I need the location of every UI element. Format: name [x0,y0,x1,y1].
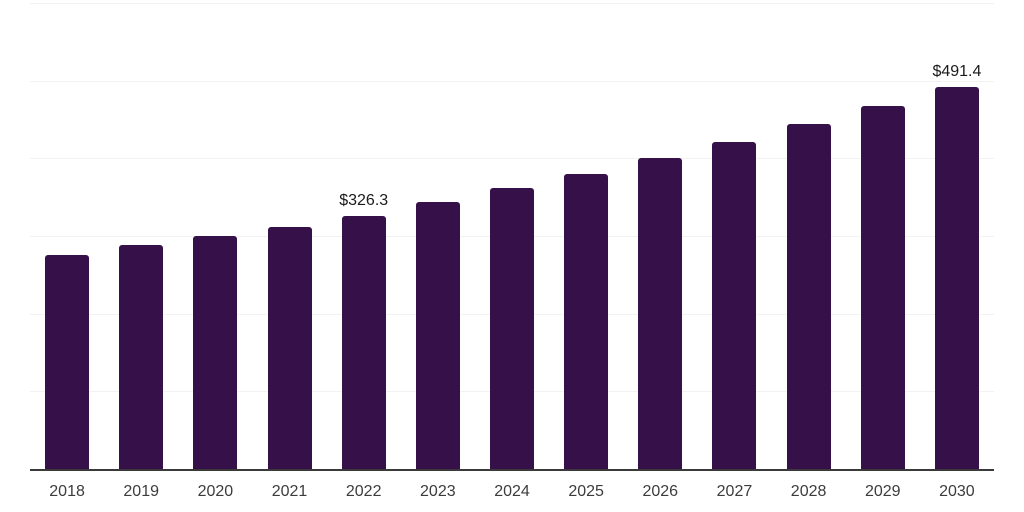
gridline-400 [30,158,994,160]
x-tick-2018: 2018 [49,483,85,500]
x-tick-2025: 2025 [568,483,604,500]
bar-2018[interactable] [45,254,90,469]
bar-2019[interactable] [119,245,164,469]
bar-2021[interactable] [267,226,312,469]
x-tick-2028: 2028 [790,483,827,500]
x-tick-2019: 2019 [123,483,159,500]
bar-2025[interactable] [564,173,609,469]
bar-column-2027 [712,0,757,469]
gridline-500 [30,80,994,82]
gridline-600 [30,3,994,4]
bar-2027[interactable] [712,141,757,469]
value-label-2022: $326.3 [339,191,389,209]
x-axis-line [30,468,994,471]
bar-column-2022: $326.3 [339,0,389,469]
bar-2028[interactable] [786,124,831,469]
bar-column-2023 [415,0,460,469]
bar-column-2018 [45,0,90,469]
bar-column-2024 [490,0,534,469]
x-tick-2029: 2029 [864,483,901,500]
bar-column-2026 [638,0,683,469]
x-tick-2024: 2024 [494,483,530,500]
x-tick-2022: 2022 [345,483,382,500]
bar-2026[interactable] [638,158,683,469]
bar-column-2019 [119,0,164,469]
bar-column-2021 [267,0,312,469]
bar-2022[interactable] [341,215,386,469]
bar-column-2025 [564,0,609,469]
bar-column-2028 [786,0,831,469]
x-tick-2026: 2026 [642,483,679,500]
bar-column-2020 [193,0,238,469]
bar-2020[interactable] [193,236,238,469]
x-tick-2027: 2027 [716,483,753,500]
x-tick-2020: 2020 [197,483,234,500]
bar-2024[interactable] [490,188,534,469]
x-tick-2030: 2030 [939,483,975,500]
x-tick-2023: 2023 [420,483,456,500]
bar-2030[interactable] [934,87,979,469]
x-tick-2021: 2021 [271,483,308,500]
plot-area: $326.3 $491.4 [30,0,994,469]
bar-column-2029 [860,0,905,469]
value-label-2030: $491.4 [932,63,982,81]
bar-2029[interactable] [860,106,905,469]
bar-2023[interactable] [415,202,460,469]
bar-column-2030: $491.4 [932,0,982,469]
